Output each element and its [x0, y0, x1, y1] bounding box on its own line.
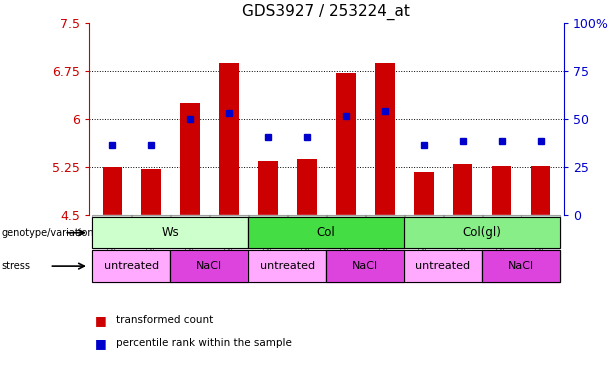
Text: untreated: untreated — [416, 261, 471, 271]
Bar — [219, 63, 239, 215]
Text: transformed count: transformed count — [116, 315, 214, 325]
Text: NaCl: NaCl — [352, 261, 378, 271]
Text: NaCl: NaCl — [508, 261, 534, 271]
Text: untreated: untreated — [104, 261, 159, 271]
Bar — [375, 63, 395, 215]
Bar — [297, 159, 317, 215]
Text: ■: ■ — [95, 337, 107, 350]
Text: Col(gl): Col(gl) — [462, 226, 501, 239]
Bar — [453, 164, 473, 215]
Text: genotype/variation: genotype/variation — [1, 228, 94, 238]
Text: stress: stress — [1, 261, 30, 271]
Text: NaCl: NaCl — [196, 261, 223, 271]
Bar — [102, 167, 122, 215]
Title: GDS3927 / 253224_at: GDS3927 / 253224_at — [243, 4, 410, 20]
Bar — [336, 73, 356, 215]
Bar — [492, 166, 511, 215]
Bar — [258, 161, 278, 215]
Bar — [414, 172, 433, 215]
Bar — [531, 166, 550, 215]
Bar — [142, 169, 161, 215]
Text: percentile rank within the sample: percentile rank within the sample — [116, 338, 292, 348]
Bar — [180, 103, 200, 215]
Text: Col: Col — [317, 226, 335, 239]
Text: untreated: untreated — [259, 261, 314, 271]
Text: Ws: Ws — [161, 226, 179, 239]
Text: ■: ■ — [95, 314, 107, 327]
